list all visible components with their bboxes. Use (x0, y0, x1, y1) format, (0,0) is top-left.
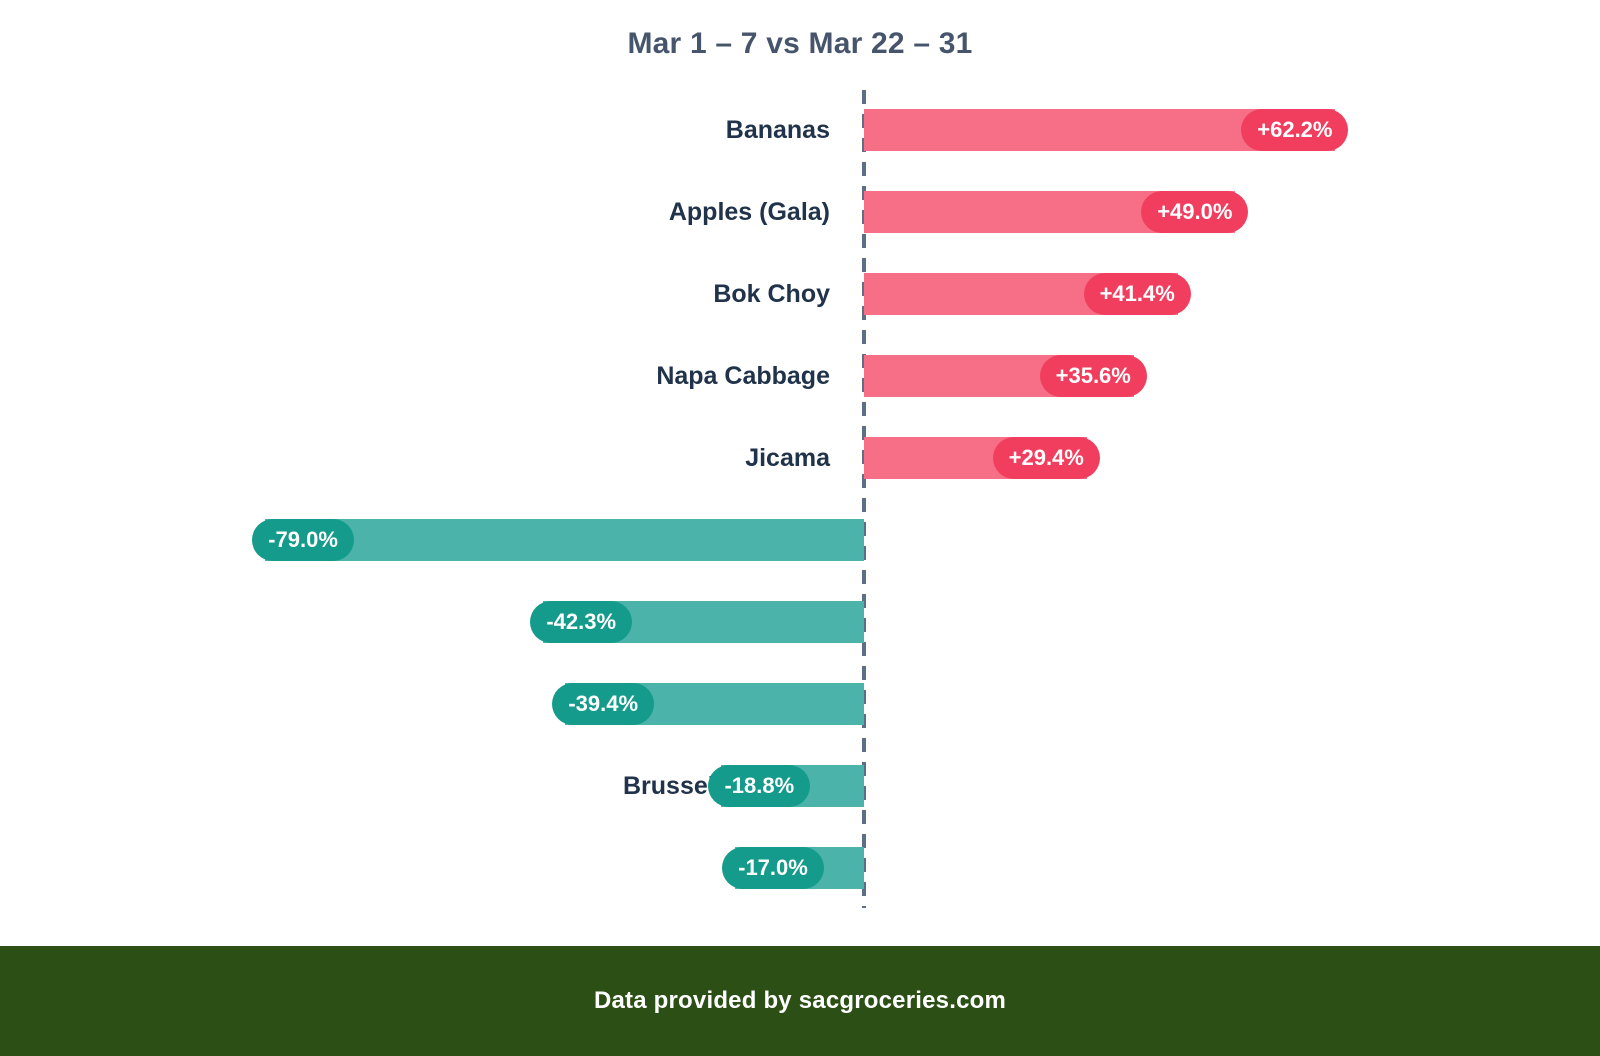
value-label-pill: +35.6% (1039, 355, 1147, 397)
bar-row: Cilantro-17.0% (0, 827, 1600, 909)
category-label: Napa Cabbage (656, 362, 830, 390)
bar-row: Bananas +62.2% (0, 89, 1600, 171)
plot-area: Bananas +62.2% Apples (Gala) +49.0% Bok Choy… (0, 88, 1600, 908)
bar-row: Brussels Sprouts-18.8% (0, 745, 1600, 827)
category-label: Apples (Gala) (668, 198, 830, 226)
value-label-pill: +62.2% (1241, 109, 1349, 151)
category-label: Bok Choy (713, 280, 830, 308)
category-label: Brussels Sprouts (622, 772, 830, 800)
category-label: Cilantro (0, 827, 830, 909)
footer-bar: Data provided by sacgroceries.com (0, 946, 1600, 1056)
value-label-pill: +29.4% (992, 437, 1100, 479)
chart-title: Mar 1 – 7 vs Mar 22 – 31 (627, 27, 973, 60)
zero-baseline (862, 90, 866, 908)
category-label: Jicama (745, 444, 830, 472)
bar-row: Shallot-42.3% (0, 581, 1600, 663)
value-bar[interactable] (265, 519, 864, 561)
bar-row: Bok Choy +41.4% (0, 253, 1600, 335)
bar-row: Russet Potatoes-79.0% (0, 499, 1600, 581)
footer-attribution-text: Data provided by sacgroceries.com (593, 987, 1007, 1014)
category-label: Bananas (725, 116, 830, 144)
bar-row: Apples (Gala) +49.0% (0, 171, 1600, 253)
value-label-pill: -79.0% (252, 519, 354, 561)
bar-row: Roma Tomatoes-39.4% (0, 663, 1600, 745)
value-label-pill: -17.0% (722, 847, 824, 889)
bar-row: Jicama +29.4% (0, 417, 1600, 499)
value-label-pill: -39.4% (552, 683, 655, 725)
value-label-pill: -42.3% (530, 601, 633, 643)
value-label-pill: +49.0% (1141, 191, 1249, 233)
bar-row: Napa Cabbage +35.6% (0, 335, 1600, 417)
value-label-pill: -18.8% (708, 765, 811, 807)
value-label-pill: +41.4% (1083, 273, 1191, 315)
